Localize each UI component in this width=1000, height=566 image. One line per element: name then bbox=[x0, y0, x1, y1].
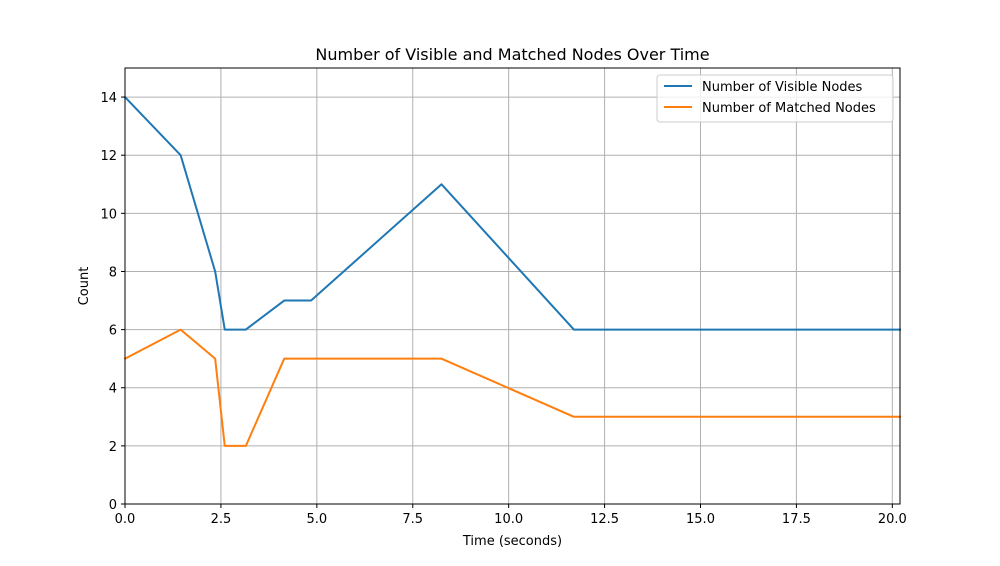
series-line-number-of-visible-nodes bbox=[123, 95, 901, 331]
x-tick-label: 10.0 bbox=[494, 512, 523, 527]
x-tick-label: 0.0 bbox=[115, 512, 136, 527]
y-axis-ticks: 0 2 4 6 8 10 12 14 bbox=[100, 91, 125, 513]
y-tick-label: 8 bbox=[109, 265, 117, 280]
x-tick-label: 5.0 bbox=[306, 512, 327, 527]
chart-title: Number of Visible and Matched Nodes Over… bbox=[315, 45, 709, 64]
x-tick-label: 20.0 bbox=[878, 512, 907, 527]
y-tick-label: 2 bbox=[109, 440, 117, 455]
x-tick-label: 2.5 bbox=[211, 512, 232, 527]
y-tick-label: 12 bbox=[100, 149, 117, 164]
y-tick-label: 0 bbox=[109, 498, 117, 513]
axes-frame bbox=[124, 67, 901, 505]
x-axis-label: Time (seconds) bbox=[462, 534, 562, 549]
y-tick-label: 14 bbox=[100, 91, 117, 106]
y-axis-label: Count bbox=[77, 267, 92, 306]
y-tick-label: 4 bbox=[109, 382, 117, 397]
x-tick-label: 15.0 bbox=[686, 512, 715, 527]
legend-label-matched-nodes: Number of Matched Nodes bbox=[702, 101, 876, 116]
x-axis-ticks: 0.0 2.5 5.0 7.5 10.0 12.5 15.0 17.5 20.0 bbox=[115, 504, 907, 527]
y-tick-label: 10 bbox=[100, 207, 117, 222]
x-tick-label: 12.5 bbox=[590, 512, 619, 527]
series-lines bbox=[123, 95, 901, 447]
legend-label-visible-nodes: Number of Visible Nodes bbox=[702, 80, 863, 95]
series-line-number-of-matched-nodes bbox=[123, 328, 901, 447]
x-tick-label: 17.5 bbox=[782, 512, 811, 527]
x-tick-label: 7.5 bbox=[402, 512, 423, 527]
legend: Number of Visible Nodes Number of Matche… bbox=[656, 74, 894, 123]
y-tick-label: 6 bbox=[109, 324, 117, 339]
legend-box bbox=[656, 74, 894, 123]
plot-area bbox=[125, 68, 900, 504]
